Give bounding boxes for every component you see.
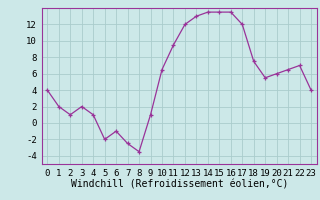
X-axis label: Windchill (Refroidissement éolien,°C): Windchill (Refroidissement éolien,°C) (70, 179, 288, 189)
